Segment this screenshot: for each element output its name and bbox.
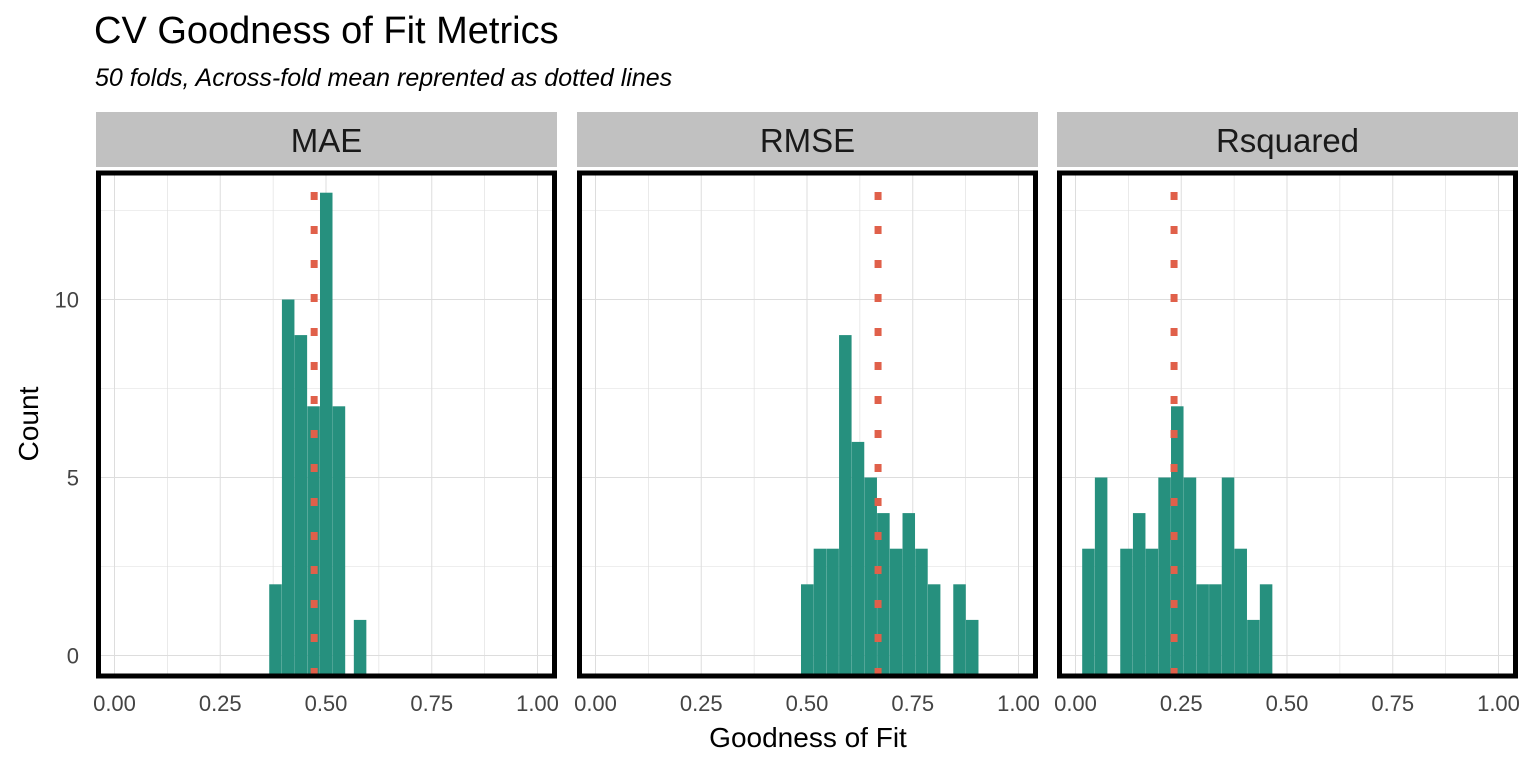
histogram-bar [1234,548,1247,674]
x-tick-label: 0.50 [786,691,829,716]
facet-strip-rsquared [1057,112,1518,167]
facet-label-mae: MAE [291,122,363,159]
x-tick-label: 0.25 [680,691,723,716]
histogram-bar [965,619,979,674]
grid-lines [1057,172,1518,676]
y-tick-label-0: 0 [67,644,79,669]
x-tick-label: 0.75 [1371,691,1414,716]
x-tick-label: 0.00 [1054,691,1097,716]
facet-label-rsquared: Rsquared [1216,122,1359,159]
x-tick-label: 1.00 [516,691,559,716]
histogram-bar [1259,584,1273,674]
x-tick-label: 1.00 [997,691,1040,716]
histogram-bar [1094,477,1108,674]
panel-border [96,170,557,679]
x-tick-label: 0.50 [305,691,348,716]
histogram-bar [813,548,827,674]
x-tick-label: 0.00 [93,691,136,716]
histogram-bar [1221,477,1235,674]
chart-title: CV Goodness of Fit Metrics [94,10,559,52]
histogram-bar [1247,619,1260,674]
x-tick-label: 0.50 [1266,691,1309,716]
histogram-bar [927,584,941,674]
histogram-bar [281,299,295,674]
facet-strip-rmse [577,112,1038,167]
histogram-bar [269,584,282,674]
x-tick-label: 0.75 [891,691,934,716]
histogram-bar [953,584,966,674]
histogram-bar [1158,477,1171,674]
histogram-bar [889,548,903,674]
histogram-bar [1183,477,1197,674]
x-axis-label: Goodness of Fit [709,722,907,753]
histogram-bar [319,192,333,674]
panel-border [1057,170,1518,679]
y-axis-label: Count [13,386,44,461]
histogram-bar [332,406,346,674]
histogram-bar [1145,548,1159,674]
facet-strip-mae [96,112,557,167]
histogram-bar [839,335,852,674]
x-tick-label: 0.25 [199,691,242,716]
grid-lines [577,172,1038,676]
panel-rmse: RMSE 0.00 0.25 0.50 0.75 1.00 [574,112,1040,716]
histogram-bar [294,335,308,674]
histogram-bar [877,513,890,674]
histogram-bar [826,548,839,674]
y-tick-label-10: 10 [55,288,79,313]
histogram-bar [1209,584,1222,674]
x-tick-label: 0.75 [410,691,453,716]
x-tick-label: 1.00 [1477,691,1520,716]
x-tick-label: 0.00 [574,691,617,716]
histogram-bar [1132,513,1146,674]
y-tick-label-5: 5 [67,466,79,491]
panel-border [577,170,1038,679]
panel-mae: MAE 0.00 0.25 0.50 0.75 1.00 [93,112,559,716]
histogram-bar [864,477,877,674]
histogram-bar [1196,584,1209,674]
histogram-bar [1120,548,1133,674]
chart-subtitle: 50 folds, Across-fold mean reprented as … [95,64,673,92]
histogram-bar [915,548,928,674]
histogram-bar [851,441,865,674]
histogram-bar [1082,548,1095,674]
histogram-bar [902,513,916,674]
panel-rsquared: Rsquared 0.00 0.25 0.50 0.75 1.00 [1054,112,1520,716]
x-tick-label: 0.25 [1160,691,1203,716]
histogram-bar [800,584,814,674]
histogram-bar [353,619,367,674]
facet-label-rmse: RMSE [760,122,855,159]
